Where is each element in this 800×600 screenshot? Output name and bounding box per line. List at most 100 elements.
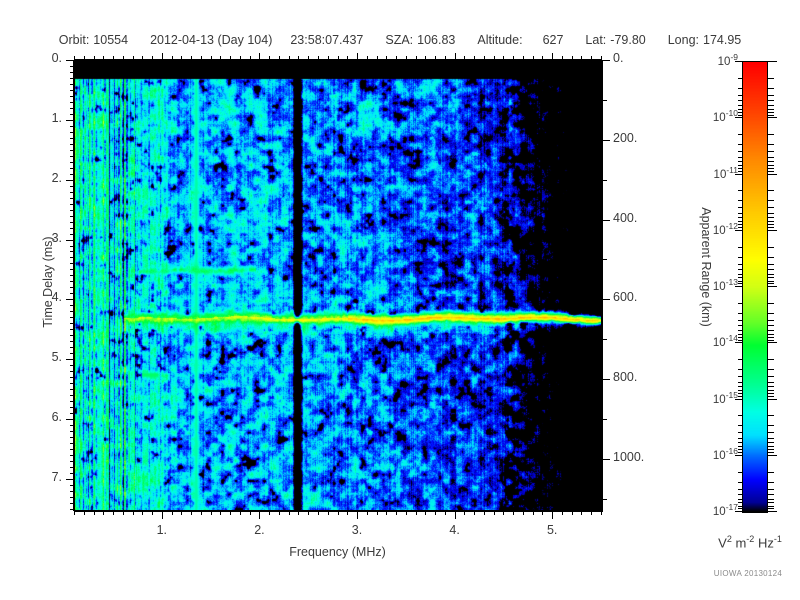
bottom-axis-minor-tick [484, 511, 485, 515]
colorbar-minor-tick [768, 325, 774, 326]
colorbar-minor-tick [768, 227, 774, 228]
colorbar-minor-tick [738, 502, 742, 503]
bottom-axis-minor-tick [142, 511, 143, 515]
colorbar-major-tick [768, 511, 777, 512]
left-axis-minor-tick [70, 66, 74, 67]
colorbar-minor-tick [768, 109, 774, 110]
colorbar-minor-tick [738, 382, 742, 383]
bottom-axis-tick-label: 1. [156, 523, 168, 537]
top-axis-minor-tick [562, 56, 563, 60]
left-axis-minor-tick [70, 234, 74, 235]
left-axis-minor-tick [70, 341, 74, 342]
colorbar-tick-mantissa: 10 [712, 112, 726, 125]
colorbar-tick-label: 10-12 [692, 221, 738, 237]
orbit-value: 10554 [93, 33, 129, 47]
left-axis-minor-tick [70, 371, 74, 372]
lat-value: -79.80 [610, 33, 646, 47]
left-axis-minor-tick [70, 287, 74, 288]
orbit-field: Orbit: 10554 [59, 33, 128, 47]
left-axis-minor-tick [70, 222, 74, 223]
colorbar-minor-tick [768, 171, 774, 172]
colorbar-minor-tick [768, 438, 774, 439]
colorbar-minor-tick [768, 359, 774, 360]
colorbar-minor-tick [768, 269, 774, 270]
top-axis-minor-tick [142, 56, 143, 60]
long-value: 174.95 [703, 33, 742, 47]
colorbar-minor-tick [768, 157, 774, 158]
bottom-axis-minor-tick [279, 511, 280, 515]
bottom-axis-minor-tick [581, 511, 582, 515]
units-voltage: V [718, 535, 727, 551]
colorbar-tick-mantissa: 10 [712, 393, 726, 406]
colorbar-minor-tick [768, 274, 774, 275]
colorbar-major-tick [768, 286, 777, 287]
colorbar-minor-tick [738, 112, 742, 113]
left-axis-tick-label: 3. [51, 230, 62, 245]
colorbar-minor-tick [738, 472, 742, 473]
left-axis-minor-tick [70, 228, 74, 229]
colorbar-minor-tick [738, 396, 742, 397]
colorbar-tick-exponent: -11 [726, 164, 738, 175]
left-axis-minor-tick [70, 389, 74, 390]
colorbar-major-tick [735, 342, 742, 343]
colorbar-tick-label: 10-13 [692, 277, 738, 293]
top-axis-minor-tick [367, 56, 368, 60]
bottom-axis-minor-tick [172, 511, 173, 515]
left-axis-major-tick [66, 359, 74, 360]
colorbar-tick-label: 10-14 [692, 333, 738, 349]
bottom-axis-minor-tick [84, 511, 85, 515]
colorbar-minor-tick [738, 390, 742, 391]
left-axis-minor-tick [70, 78, 74, 79]
left-axis-minor-tick [70, 425, 74, 426]
colorbar-minor-tick [768, 320, 774, 321]
bottom-axis-tick-label: 2. [254, 523, 265, 537]
units-meter-exponent: -2 [746, 534, 755, 544]
bottom-axis-minor-tick [123, 511, 124, 515]
colorbar-minor-tick [768, 100, 774, 101]
right-axis-tick-label: 0. [613, 51, 624, 65]
colorbar-minor-tick [738, 425, 742, 426]
left-axis-minor-tick [70, 317, 74, 318]
time-value: 23:58:07.437 [290, 33, 364, 47]
left-axis-minor-tick [70, 437, 74, 438]
bottom-axis-minor-tick [474, 511, 475, 515]
colorbar-minor-tick [738, 105, 742, 106]
bottom-axis-minor-tick [533, 511, 534, 515]
bottom-axis-minor-tick [269, 511, 270, 515]
left-axis-minor-tick [70, 485, 74, 486]
top-axis-minor-tick [103, 56, 104, 60]
colorbar-minor-tick [738, 313, 742, 314]
colorbar-minor-tick [768, 334, 774, 335]
colorbar-tick-exponent: -13 [725, 277, 738, 287]
bottom-axis-minor-tick [113, 511, 114, 515]
colorbar-minor-tick [738, 171, 742, 172]
colorbar-major-tick [768, 61, 777, 62]
colorbar-minor-tick [738, 217, 742, 218]
right-axis-minor-tick [602, 499, 607, 500]
bottom-axis-minor-tick [338, 511, 339, 515]
top-axis-minor-tick [572, 56, 573, 60]
top-axis-minor-tick [181, 56, 182, 60]
right-axis-minor-tick [602, 180, 607, 181]
bottom-axis-minor-tick [377, 511, 378, 515]
top-axis-minor-tick [377, 56, 378, 60]
colorbar-minor-tick [738, 78, 742, 79]
top-axis-minor-tick [533, 56, 534, 60]
colorbar-minor-tick [738, 508, 742, 509]
top-axis-minor-tick [211, 56, 212, 60]
colorbar-minor-tick [738, 161, 742, 162]
left-axis-minor-tick [70, 455, 74, 456]
top-axis-minor-tick [84, 56, 85, 60]
colorbar-minor-tick [768, 95, 774, 96]
colorbar-minor-tick [738, 340, 742, 341]
left-axis-major-tick [66, 240, 74, 241]
colorbar-minor-tick [768, 425, 774, 426]
date-value: 2012-04-13 (Day 104) [150, 33, 273, 47]
orbit-label: Orbit: [58, 33, 90, 47]
colorbar-minor-tick [768, 168, 774, 169]
bottom-axis-minor-tick [494, 511, 495, 515]
right-axis-major-tick [602, 60, 610, 61]
colorbar-minor-tick [738, 325, 742, 326]
left-axis-title: Time Delay (ms) [41, 236, 55, 328]
colorbar-major-tick [768, 117, 777, 118]
